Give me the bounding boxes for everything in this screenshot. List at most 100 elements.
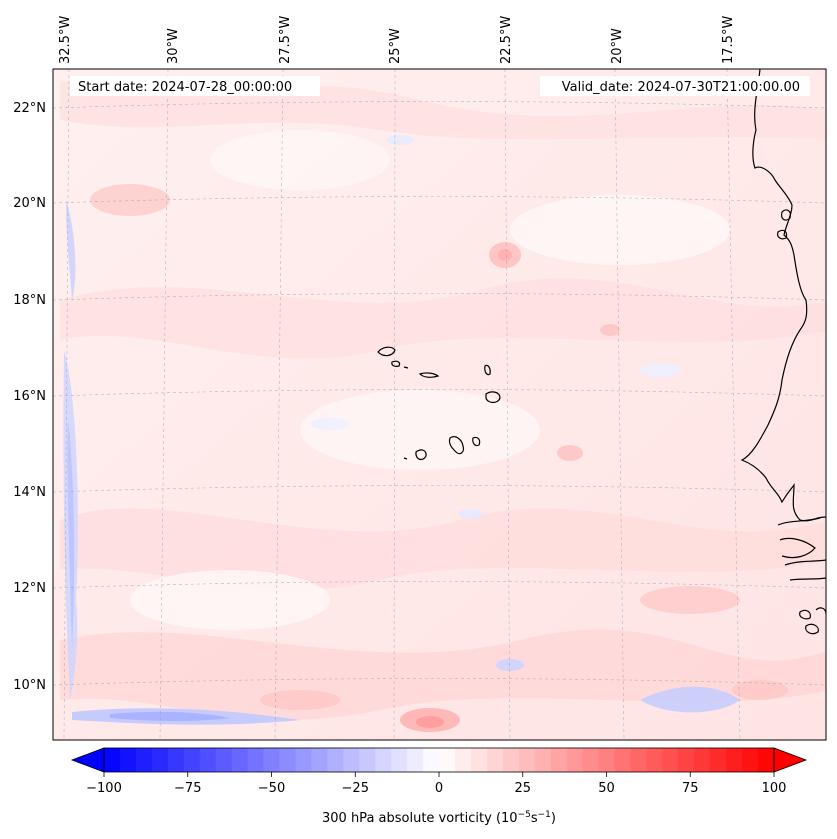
colorbar-tick-label: −75 [174, 781, 201, 796]
lon-label-27-5w: 27.5°W [278, 16, 293, 64]
colorbar-cell [694, 748, 711, 772]
colorbar-cell [518, 748, 536, 772]
colorbar-cell [135, 748, 153, 772]
colorbar-cell [199, 748, 217, 772]
colorbar-cell [454, 748, 472, 772]
colorbar-tick-label: 75 [682, 781, 699, 796]
colorbar-cell [151, 748, 169, 772]
colorbar-cell [502, 748, 520, 772]
island-brava [403, 457, 408, 460]
colorbar-tick-label: 0 [435, 781, 443, 796]
colorbar-cell [119, 748, 137, 772]
parallel-14n [53, 485, 826, 493]
bissagos-island-1 [799, 609, 811, 620]
canary-island-2 [777, 229, 788, 240]
colorbar-tick-label: 25 [514, 781, 531, 796]
island-santa-luzia [403, 366, 409, 369]
lon-label-32-5w: 32.5°W [58, 16, 73, 64]
lon-label-25w: 25°W [388, 28, 403, 64]
colorbar-label: 300 hPa absolute vorticity (10−5s−1) [322, 810, 556, 826]
colorbar-cell [566, 748, 583, 772]
colorbar-cell [231, 748, 248, 772]
lon-label-17-5w: 17.5°W [721, 16, 736, 64]
coastlines [377, 69, 826, 635]
colorbar-cell [263, 748, 280, 772]
longitude-labels: 32.5°W 30°W 27.5°W 25°W 22.5°W 20°W 17.5… [58, 16, 736, 64]
parallel-20n [53, 196, 826, 204]
meridian-30w [159, 69, 169, 740]
colorbar-ticks: −100 −75 −50 −25 0 25 50 75 100 [86, 772, 786, 796]
bissagos-island-2 [805, 623, 819, 635]
colorbar-cell [247, 748, 264, 772]
colorbar-cell [726, 748, 743, 772]
colorbar-cell [423, 748, 440, 772]
colorbar-cell [183, 748, 201, 772]
parallel-10n [53, 678, 826, 686]
start-date-box [70, 76, 320, 96]
colorbar-cell [359, 748, 376, 772]
graticule [53, 69, 826, 740]
colorbar-cell [295, 748, 312, 772]
lat-label-12n: 12°N [13, 581, 46, 596]
colorbar-tick-label: −25 [342, 781, 369, 796]
colorbar-cell [327, 748, 344, 772]
colorbar-cell [215, 748, 233, 772]
colorbar-cell [742, 748, 759, 772]
lon-label-20w: 20°W [610, 28, 625, 64]
meridian-25w [393, 69, 396, 740]
colorbar-tick-label: 50 [598, 781, 615, 796]
parallel-22n [53, 101, 826, 109]
colorbar-cell [630, 748, 647, 772]
colorbar-cell [470, 748, 488, 772]
parallel-12n [53, 581, 826, 589]
colorbar-cell [407, 748, 424, 772]
valid-date-label: Valid_date: 2024-07-30T21:00:00.00 [562, 80, 800, 95]
latitude-labels: 22°N 20°N 18°N 16°N 14°N 12°N 10°N [13, 101, 46, 693]
parallel-18n [53, 293, 826, 301]
west-africa-coast-details [777, 517, 826, 581]
island-sal [484, 364, 491, 376]
colorbar-cell [582, 748, 599, 772]
colorbar-cell [279, 748, 296, 772]
colorbar-cell [343, 748, 360, 772]
colorbar-cell [534, 748, 552, 772]
colorbar-cell [646, 748, 663, 772]
canary-island-1 [781, 209, 791, 221]
colorbar-cell [598, 748, 615, 772]
island-sao-nicolau [418, 372, 440, 378]
colorbar-cell [439, 748, 456, 772]
colorbar-cell [104, 748, 121, 772]
colorbar-cell [375, 748, 392, 772]
island-santiago [448, 436, 465, 455]
parallel-16n [53, 389, 826, 397]
meridian-22-5w [504, 69, 511, 740]
colorbar-cell [486, 748, 504, 772]
lat-label-20n: 20°N [13, 196, 46, 211]
lat-label-16n: 16°N [13, 389, 46, 404]
meridian-32-5w [63, 69, 70, 740]
colorbar-cell [167, 748, 185, 772]
island-maio [472, 436, 481, 447]
colorbar-cell [678, 748, 695, 772]
start-date-label: Start date: 2024-07-28_00:00:00 [78, 80, 292, 95]
colorbar-cell [758, 748, 775, 772]
lat-label-22n: 22°N [13, 101, 46, 116]
colorbar-tick-label: −50 [258, 781, 285, 796]
island-boa-vista [485, 391, 501, 404]
colorbar-cell [550, 748, 568, 772]
lon-label-30w: 30°W [166, 28, 181, 64]
colorbar-tick-label: 100 [762, 781, 787, 796]
meridian-17-5w [726, 69, 741, 740]
colorbar-right-extension-icon [773, 747, 808, 773]
meridian-27-5w [274, 69, 284, 740]
lon-label-22-5w: 22.5°W [499, 16, 514, 64]
meridian-20w [614, 69, 625, 740]
vorticity-field [60, 80, 826, 732]
colorbar: −100 −75 −50 −25 0 25 50 75 100 300 hPa absolute… [70, 747, 808, 826]
lat-label-18n: 18°N [13, 293, 46, 308]
colorbar-cell [391, 748, 408, 772]
colorbar-cell [311, 748, 328, 772]
colorbar-tick-label: −100 [86, 781, 122, 796]
